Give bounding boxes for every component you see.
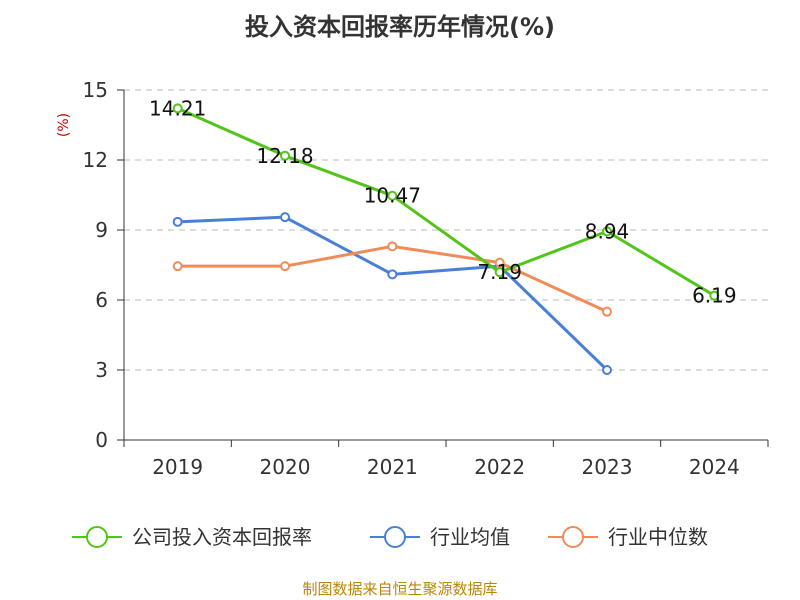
- data-labels: 14.21 12.18 10.47 7.19 8.94 6.19: [149, 96, 737, 307]
- y-tick-label: 6: [95, 288, 108, 312]
- x-tick-label: 2022: [474, 455, 525, 479]
- data-point: [172, 103, 183, 114]
- legend-item: 公司投入资本回报率: [72, 525, 312, 549]
- y-axis-label: (%): [56, 113, 72, 137]
- chart-title: 投入资本回报率历年情况(%): [245, 13, 555, 41]
- legend-marker: [86, 526, 108, 548]
- legend: 公司投入资本回报率 行业均值 行业中位数: [72, 525, 708, 549]
- x-tick-label: 2020: [260, 455, 311, 479]
- data-label: 6.19: [692, 284, 737, 308]
- legend-label: 行业中位数: [608, 525, 708, 549]
- x-tick-label: 2019: [152, 455, 203, 479]
- gridlines: [124, 89, 768, 371]
- x-tick-label: 2024: [689, 455, 740, 479]
- y-tick-label: 3: [95, 358, 108, 382]
- series-layer: [172, 103, 720, 375]
- data-point: [387, 190, 398, 201]
- legend-marker: [562, 526, 584, 548]
- x-tick-label: 2023: [582, 455, 633, 479]
- data-point: [494, 267, 505, 278]
- data-label: 7.19: [477, 260, 522, 284]
- y-tick-label: 15: [83, 78, 108, 102]
- data-point: [280, 261, 290, 272]
- y-tick-label: 12: [83, 148, 108, 172]
- series-line: [177, 215, 609, 372]
- legend-marker: [384, 526, 406, 548]
- data-point: [387, 269, 398, 280]
- y-tick-label: 9: [95, 218, 108, 242]
- y-tick-label: 0: [95, 428, 108, 452]
- legend-label: 行业均值: [430, 525, 510, 549]
- data-label: 12.18: [256, 144, 313, 168]
- data-point: [494, 257, 505, 268]
- data-point: [172, 261, 183, 272]
- data-point: [709, 290, 720, 301]
- legend-item: 行业中位数: [548, 525, 708, 549]
- legend-label: 公司投入资本回报率: [132, 525, 312, 549]
- source-note: 制图数据来自恒生聚源数据库: [302, 580, 497, 598]
- axes: 0 3 6 9 12 15 2019 2020 2021 2022 2023 2024: [83, 78, 769, 479]
- data-point: [602, 226, 612, 237]
- data-label: 14.21: [149, 96, 206, 120]
- data-point: [172, 216, 183, 227]
- data-point: [602, 306, 612, 317]
- x-tick-label: 2021: [367, 455, 418, 479]
- data-label: 8.94: [585, 219, 630, 243]
- data-point: [280, 212, 290, 223]
- data-point: [387, 241, 398, 252]
- data-point: [280, 150, 290, 161]
- legend-item: 行业均值: [370, 525, 510, 549]
- data-label: 10.47: [364, 184, 421, 208]
- data-point: [602, 365, 612, 375]
- series-line: [177, 107, 716, 297]
